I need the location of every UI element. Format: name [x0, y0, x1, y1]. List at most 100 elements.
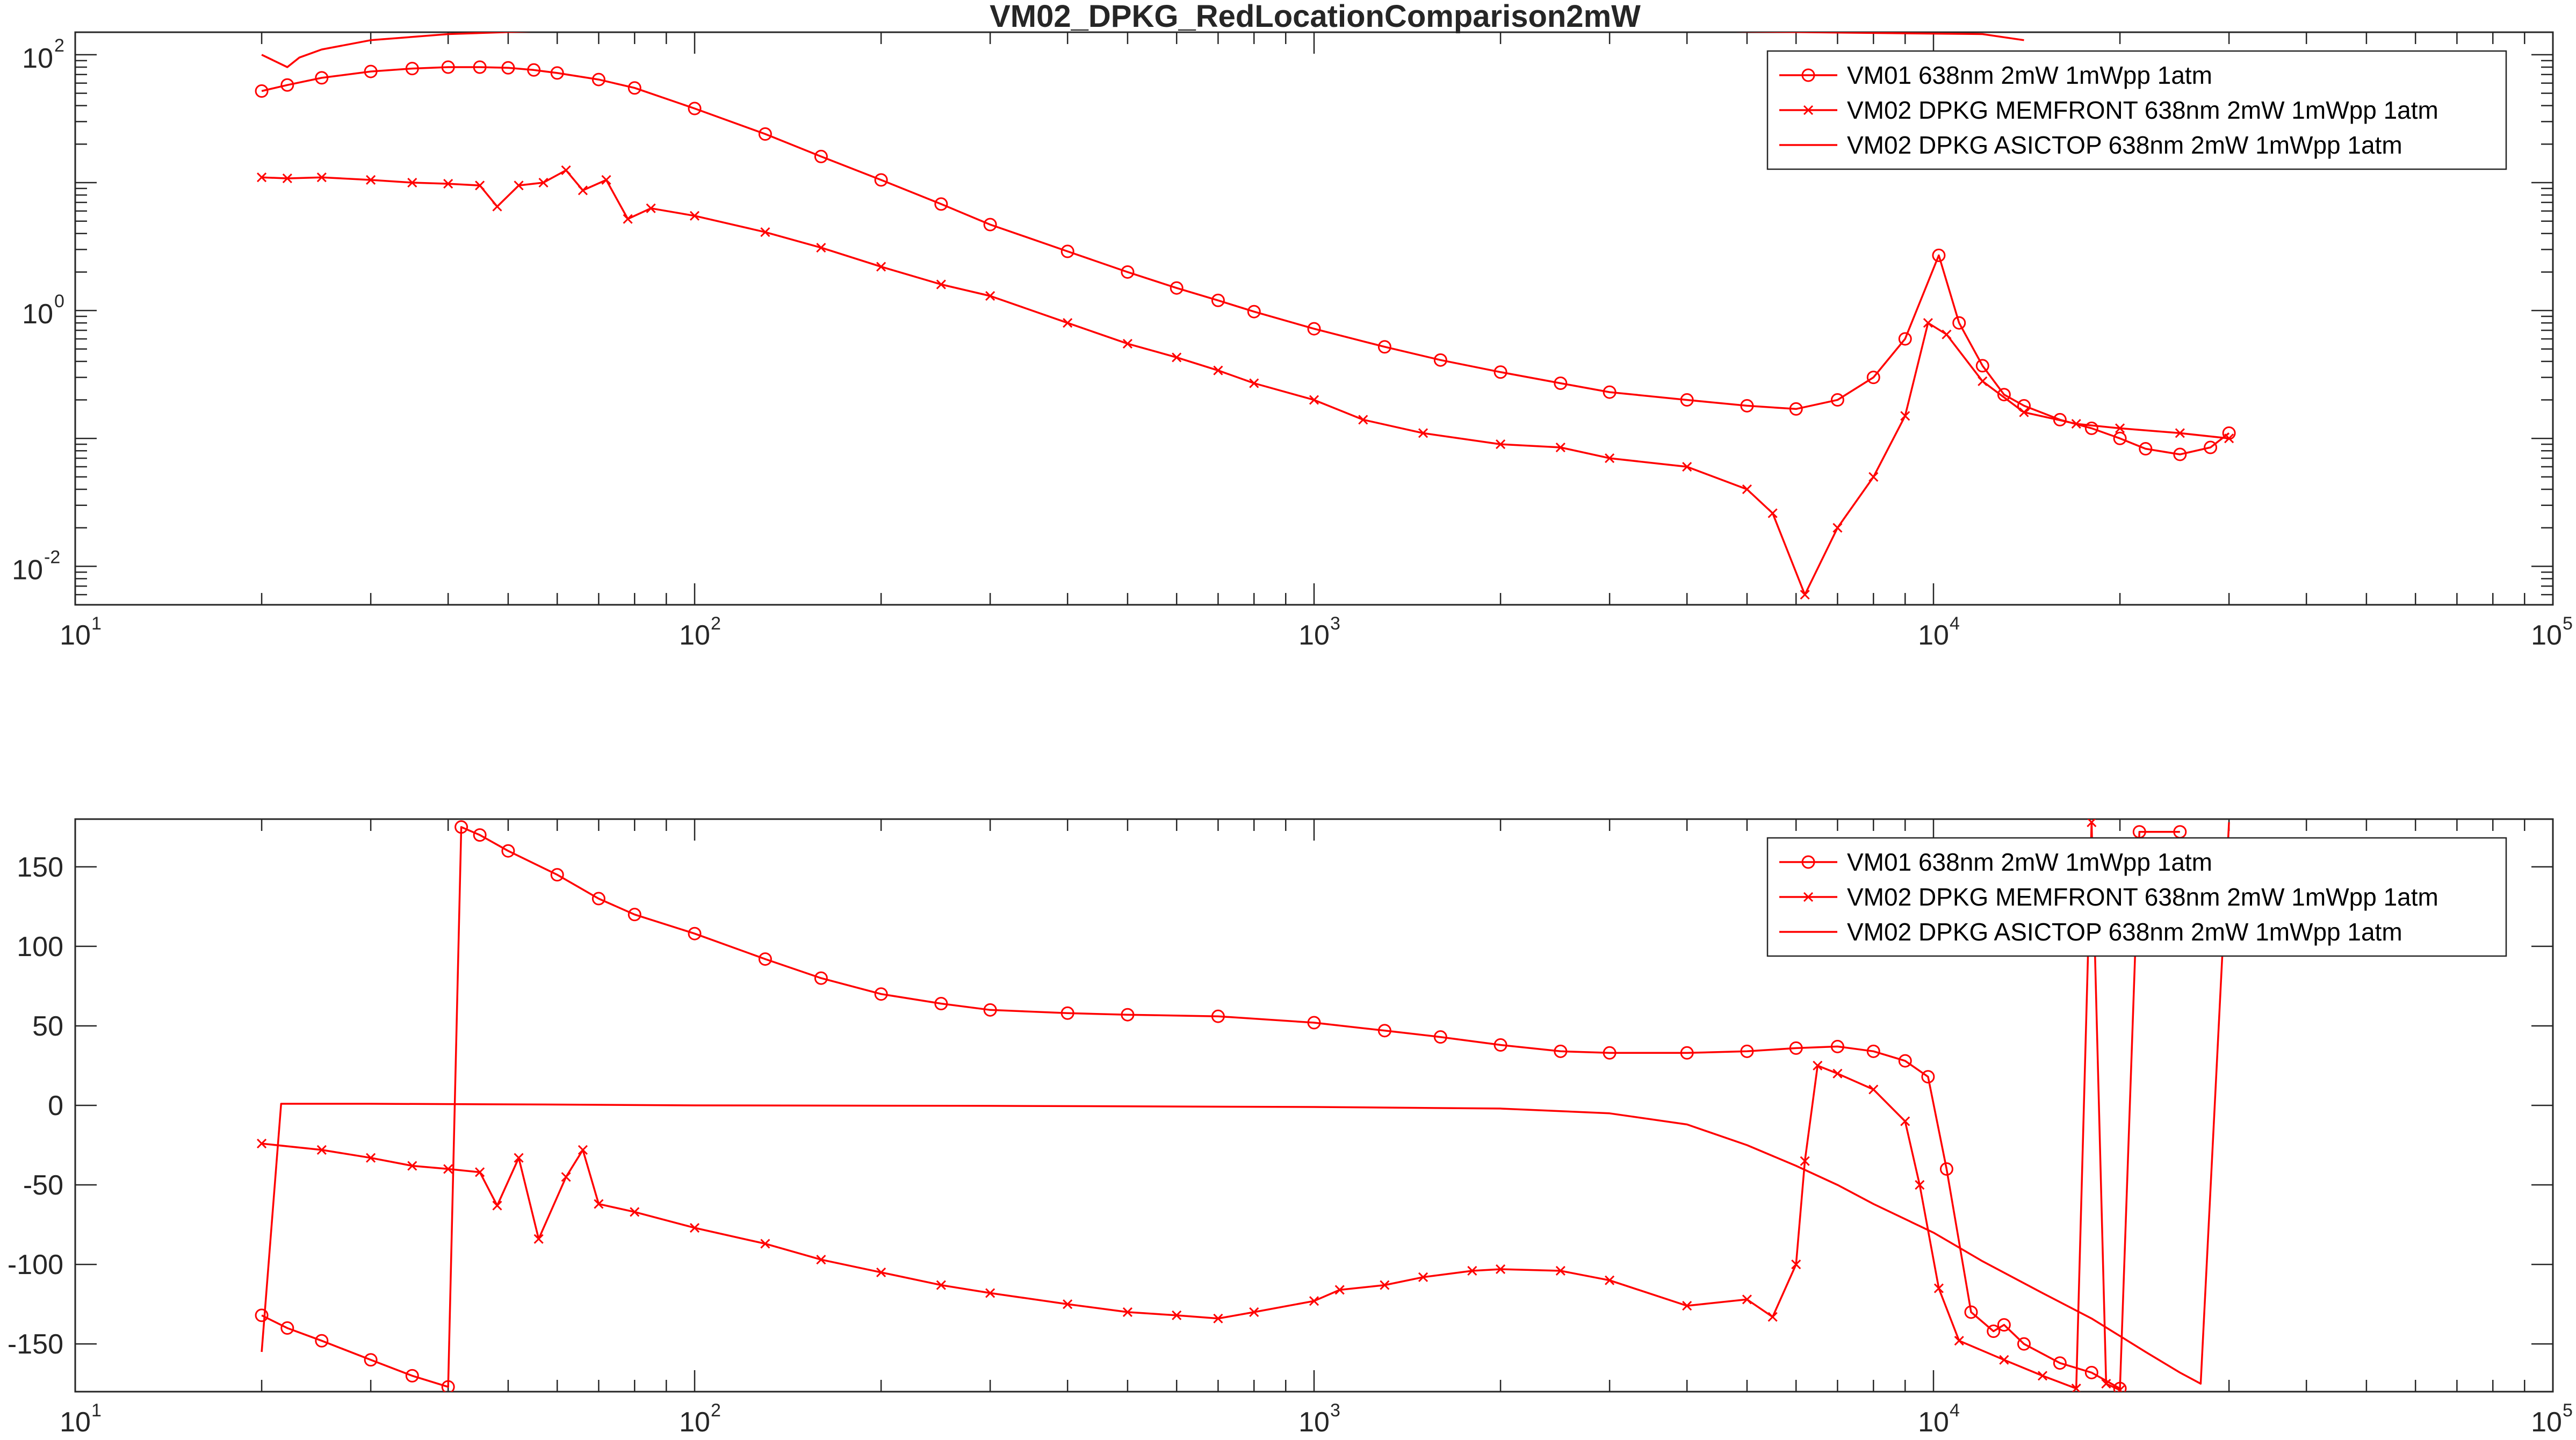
data-point	[1975, 359, 1989, 373]
data-point	[1063, 318, 1073, 328]
data-point	[1868, 1084, 1879, 1095]
data-point	[316, 172, 327, 183]
data-point	[1832, 523, 1843, 533]
y-tick-label: -100	[8, 1249, 63, 1280]
data-point	[561, 1172, 571, 1182]
legend-label: VM02 DPKG ASICTOP 638nm 2mW 1mWpp 1atm	[1847, 131, 2402, 159]
phase-legend: VM01 638nm 2mW 1mWpp 1atm VM02 DPKG MEMFR…	[1766, 837, 2507, 957]
data-point	[1830, 393, 1844, 407]
x-tick-label: 10	[60, 620, 91, 651]
data-point	[1603, 1046, 1617, 1060]
data-point	[473, 828, 487, 842]
data-point	[594, 1199, 604, 1209]
data-point	[689, 211, 700, 221]
data-point	[874, 987, 888, 1001]
data-point	[1418, 1272, 1428, 1282]
y-tick-label: 50	[32, 1011, 63, 1042]
data-point	[255, 84, 269, 98]
data-point	[538, 177, 549, 188]
magnitude-legend: VM01 638nm 2mW 1mWpp 1atm VM02 DPKG MEMFR…	[1766, 50, 2507, 170]
series-3	[261, 822, 2230, 1385]
data-point	[473, 60, 487, 74]
data-point	[443, 179, 453, 189]
x-tick-label: 10	[1918, 1407, 1949, 1438]
data-point	[623, 214, 633, 224]
data-point	[407, 177, 417, 188]
series-2	[257, 165, 2234, 600]
data-point	[1121, 1008, 1135, 1022]
series-2	[257, 819, 2125, 1392]
data-point	[1211, 1009, 1225, 1023]
data-point	[601, 175, 611, 185]
legend-label: VM02 DPKG MEMFRONT 638nm 2mW 1mWpp 1atm	[1847, 883, 2438, 911]
series-line	[261, 822, 2230, 1385]
data-point	[1915, 1180, 1925, 1190]
data-point	[1868, 472, 1879, 482]
data-point	[2084, 421, 2098, 435]
legend-entry: VM02 DPKG ASICTOP 638nm 2mW 1mWpp 1atm	[1779, 918, 2402, 946]
data-point	[2087, 819, 2097, 827]
data-point	[454, 820, 468, 834]
data-point	[1898, 1054, 1912, 1068]
data-point	[1952, 316, 1966, 330]
x-tick-exponent: 5	[2563, 613, 2573, 634]
data-point	[1767, 1312, 1778, 1322]
data-point	[1789, 1041, 1803, 1055]
legend-entry: VM02 DPKG MEMFRONT 638nm 2mW 1mWpp 1atm	[1779, 96, 2438, 124]
x-tick-exponent: 4	[1950, 613, 1960, 634]
legend-marker	[1803, 105, 1814, 115]
data-point	[1213, 1313, 1223, 1323]
data-point	[501, 61, 515, 75]
data-point	[1170, 281, 1184, 295]
data-point	[1898, 332, 1912, 346]
data-point	[280, 1321, 294, 1335]
data-point	[1791, 1260, 1801, 1270]
data-point	[1740, 1044, 1754, 1058]
data-point	[814, 149, 828, 163]
data-point	[578, 185, 588, 196]
data-point	[1213, 365, 1223, 375]
tick-marks	[74, 819, 2554, 1392]
data-point	[876, 1267, 886, 1277]
data-point	[443, 1164, 453, 1174]
data-point	[1680, 1046, 1694, 1060]
data-point	[1942, 329, 1952, 339]
data-point	[1800, 1156, 1810, 1166]
data-point	[816, 243, 826, 253]
data-point	[2101, 1379, 2111, 1389]
y-tick-label: 10	[12, 554, 43, 585]
legend-box	[1766, 837, 2507, 957]
data-point	[1999, 1355, 2009, 1365]
data-point	[550, 868, 564, 882]
data-point	[760, 227, 770, 237]
data-point	[1921, 1070, 1935, 1084]
data-point	[1605, 453, 1615, 464]
data-point	[2204, 440, 2218, 454]
legend-marker	[1803, 892, 1814, 902]
data-point	[1493, 365, 1507, 379]
tick-marks	[74, 32, 2554, 606]
data-point	[1900, 1116, 1910, 1126]
data-point	[646, 203, 656, 213]
data-point	[1060, 1006, 1074, 1020]
x-tick-exponent: 5	[2563, 1400, 2573, 1421]
data-point	[1433, 1030, 1447, 1044]
data-point	[1978, 376, 1988, 386]
data-point	[1997, 388, 2011, 402]
data-point	[1866, 371, 1880, 385]
data-point	[688, 102, 702, 115]
x-tick-label: 10	[2531, 620, 2562, 651]
data-point	[492, 201, 502, 212]
data-point	[1554, 1044, 1568, 1058]
data-point	[1249, 1307, 1259, 1318]
y-tick-label: 150	[17, 852, 63, 883]
data-point	[758, 127, 772, 141]
x-tick-exponent: 3	[1330, 1400, 1340, 1421]
data-point	[257, 172, 267, 183]
data-point	[561, 165, 571, 176]
data-point	[1377, 340, 1391, 354]
data-point	[315, 1334, 329, 1348]
legend-label: VM01 638nm 2mW 1mWpp 1atm	[1847, 61, 2212, 89]
data-point	[441, 1380, 455, 1392]
data-point	[936, 279, 946, 290]
